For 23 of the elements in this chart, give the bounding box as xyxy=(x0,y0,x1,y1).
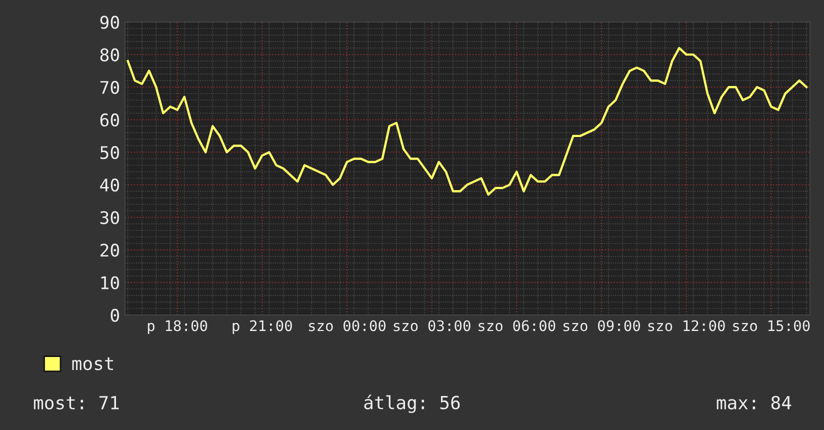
x-tick-label: szo 06:00 xyxy=(478,320,556,332)
x-tick-label: szo 15:00 xyxy=(733,320,810,332)
x-tick-label: p 18:00 xyxy=(148,320,208,334)
x-tick-label: p 21:00 xyxy=(232,320,292,334)
x-tick-label: szo 12:00 xyxy=(648,320,725,332)
legend-label: most xyxy=(72,357,114,370)
y-tick-label: 80 xyxy=(100,48,120,62)
y-tick-label: 50 xyxy=(100,146,120,160)
x-tick-label: szo 03:00 xyxy=(394,320,470,332)
y-tick-label: 20 xyxy=(100,244,120,257)
text: átlag: 56 xyxy=(364,394,460,413)
text: most: 71 xyxy=(34,396,119,410)
y-tick-label: 40 xyxy=(100,178,120,192)
y-tick-label: 90 xyxy=(100,16,120,29)
y-tick-label: 10 xyxy=(101,276,120,290)
text: max: 84 xyxy=(716,396,792,410)
x-tick-label: szo 09:00 xyxy=(563,320,640,332)
line-series xyxy=(126,46,808,196)
y-tick-label: 30 xyxy=(100,211,120,224)
y-tick-label: 0 xyxy=(110,308,120,322)
y-tick-label: 60 xyxy=(100,113,120,127)
y-tick-label: 70 xyxy=(100,80,120,94)
x-tick-label: szo 00:00 xyxy=(308,320,386,332)
